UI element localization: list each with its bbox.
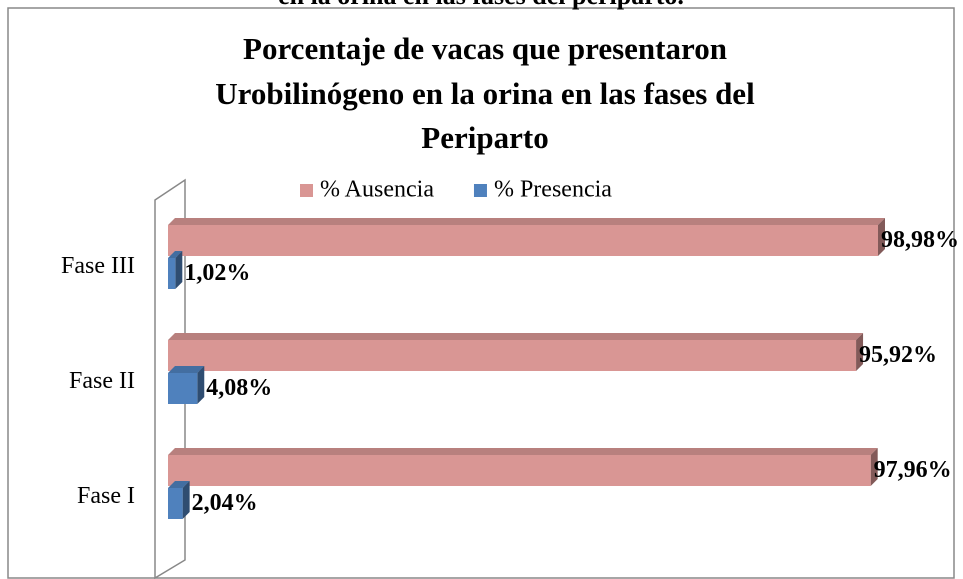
legend-label: % Presencia bbox=[494, 177, 612, 203]
chart-title-line: Urobilinógeno en la orina en las fases d… bbox=[215, 76, 755, 111]
bar bbox=[168, 448, 878, 486]
bar-face bbox=[168, 258, 176, 289]
clipped-caption: en la orina en las fases del periparto. bbox=[278, 0, 684, 10]
bar-face bbox=[168, 366, 205, 373]
bar-face bbox=[168, 373, 198, 404]
data-label: 98,98% bbox=[881, 227, 959, 253]
y-tick-label: Fase I bbox=[77, 483, 135, 509]
legend-swatch bbox=[473, 184, 487, 197]
bar-face bbox=[870, 448, 878, 486]
bar-face bbox=[182, 481, 190, 519]
top-strip bbox=[0, 0, 963, 6]
bar bbox=[168, 333, 864, 371]
data-label: 97,96% bbox=[874, 457, 952, 483]
bar-face bbox=[168, 481, 190, 488]
bar-face bbox=[856, 333, 864, 371]
y-tick-label: Fase II bbox=[69, 368, 135, 394]
bar-face bbox=[168, 251, 183, 258]
chart-title-line: Periparto bbox=[421, 120, 548, 155]
legend-label: % Ausencia bbox=[320, 177, 434, 203]
bar bbox=[168, 481, 190, 519]
data-label: 95,92% bbox=[859, 342, 937, 368]
bar-face bbox=[197, 366, 205, 404]
bar-face bbox=[168, 218, 885, 225]
bar-face bbox=[168, 455, 871, 486]
bar bbox=[168, 251, 183, 289]
y-tick-label: Fase III bbox=[61, 253, 135, 279]
data-label: 2,04% bbox=[192, 490, 258, 516]
bar-face bbox=[168, 340, 857, 371]
legend-swatch bbox=[300, 184, 313, 197]
data-label: 1,02% bbox=[184, 260, 250, 286]
data-label: 4,08% bbox=[206, 375, 272, 401]
bar-face bbox=[878, 218, 885, 256]
bar-face bbox=[168, 225, 878, 256]
bar-face bbox=[168, 333, 864, 340]
chart-title-line: Porcentaje de vacas que presentaron bbox=[243, 31, 727, 66]
bar bbox=[168, 366, 205, 404]
bar bbox=[168, 218, 885, 256]
bar-face bbox=[175, 251, 183, 289]
bar-face bbox=[168, 448, 878, 455]
bar-face bbox=[168, 488, 183, 519]
